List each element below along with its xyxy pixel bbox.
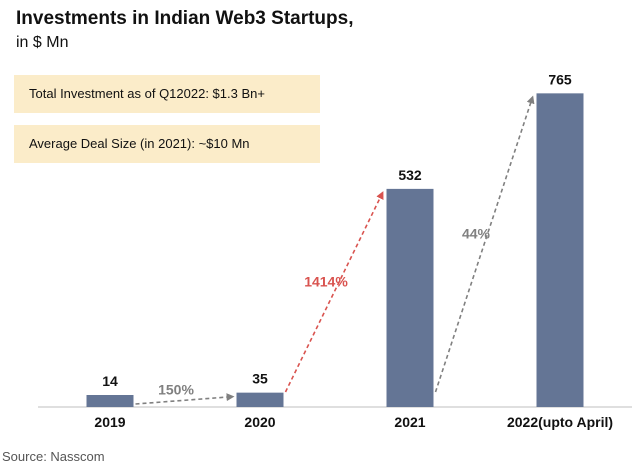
data-label: 35 bbox=[252, 371, 268, 387]
x-tick-label: 2021 bbox=[394, 414, 425, 430]
bar-2020 bbox=[236, 392, 284, 407]
data-label: 14 bbox=[102, 373, 118, 389]
bar-2021 bbox=[386, 188, 434, 407]
source-note: Source: Nasscom bbox=[2, 449, 105, 464]
bar-2022-upto-april- bbox=[536, 93, 584, 407]
growth-arrow bbox=[284, 191, 384, 393]
x-tick-label: 2019 bbox=[94, 414, 125, 430]
bar-2019 bbox=[86, 395, 134, 407]
average-deal-size-note: Average Deal Size (in 2021): ~$10 Mn bbox=[14, 125, 320, 163]
growth-arrow bbox=[135, 393, 235, 405]
chart-title: Investments in Indian Web3 Startups, bbox=[16, 8, 354, 29]
x-tick-label: 2022(upto April) bbox=[507, 414, 613, 430]
data-label: 532 bbox=[398, 167, 422, 183]
chart-subtitle: in $ Mn bbox=[16, 34, 69, 51]
data-label: 765 bbox=[548, 71, 572, 87]
growth-label: 44% bbox=[462, 226, 491, 242]
growth-label: 1414% bbox=[304, 273, 348, 289]
total-investment-note: Total Investment as of Q12022: $1.3 Bn+ bbox=[14, 75, 320, 113]
growth-label: 150% bbox=[158, 381, 194, 397]
x-tick-label: 2020 bbox=[244, 414, 275, 430]
growth-arrow bbox=[434, 95, 535, 393]
